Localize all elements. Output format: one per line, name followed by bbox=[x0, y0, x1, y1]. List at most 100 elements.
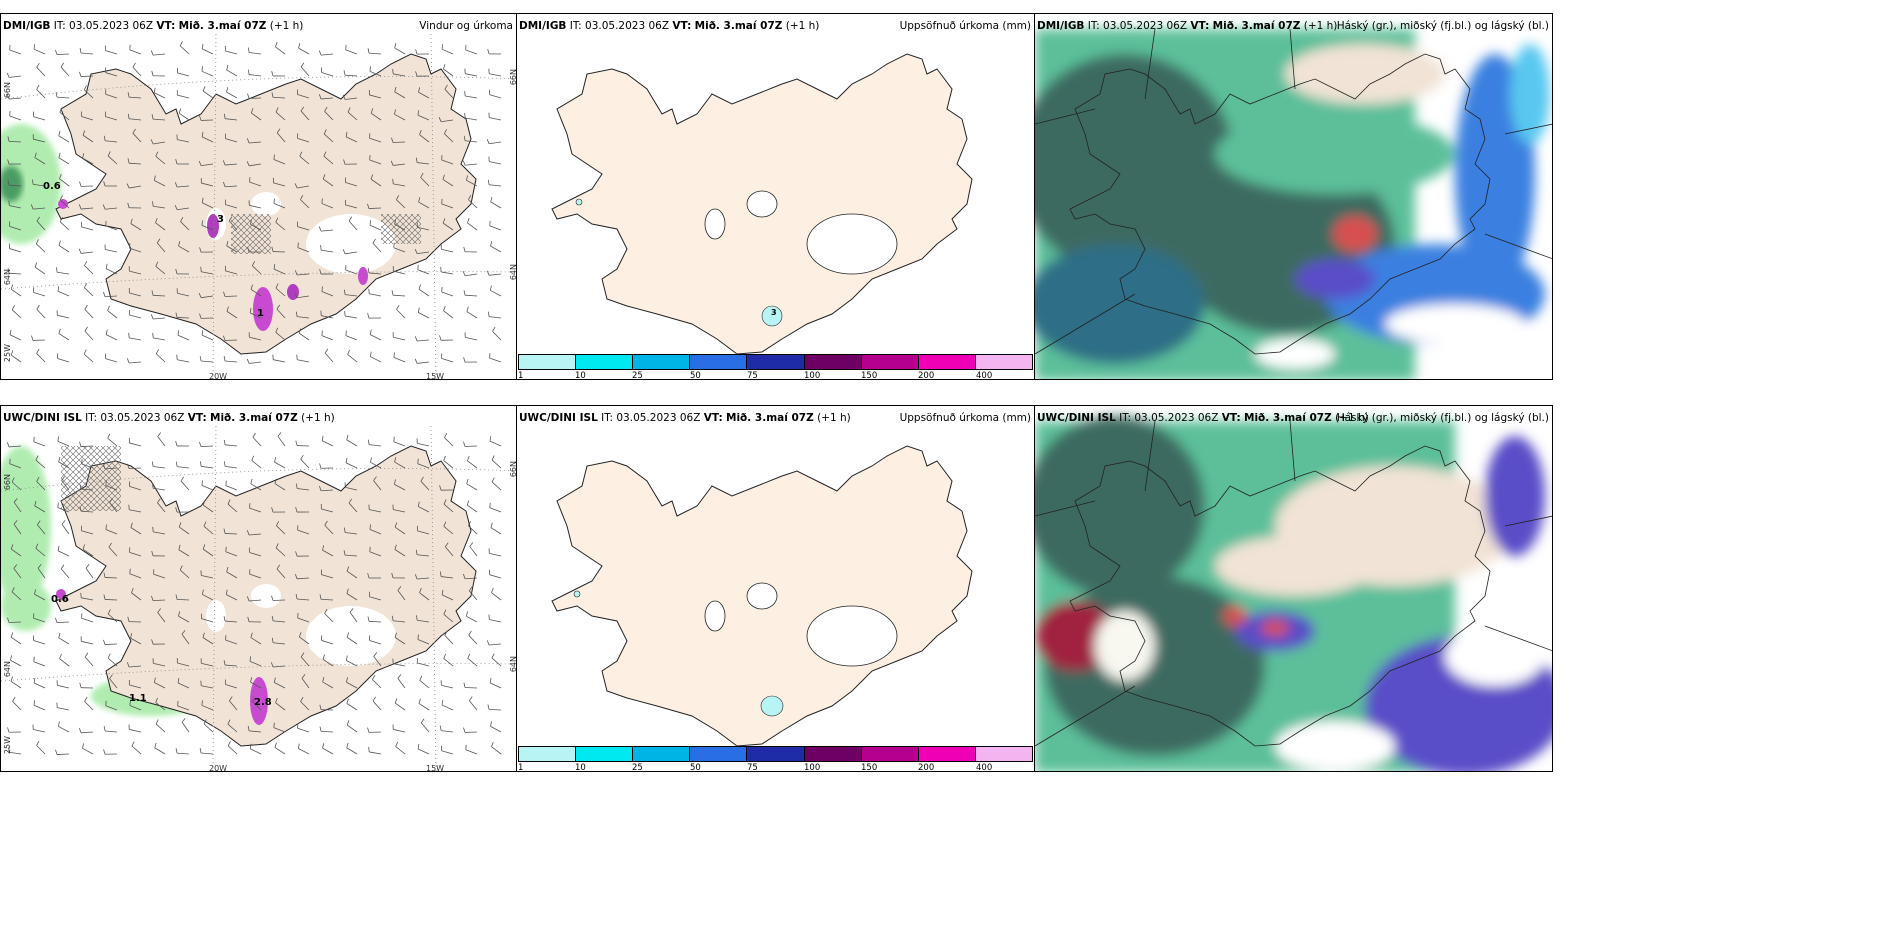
wind-barb-flag bbox=[126, 662, 130, 668]
wind-barb-flag bbox=[275, 283, 279, 289]
wind-barb-flag bbox=[370, 108, 374, 114]
wind-barb-flag bbox=[250, 677, 253, 683]
wind-barb-flag bbox=[345, 330, 347, 336]
wind-barb bbox=[465, 163, 478, 166]
wind-barb bbox=[56, 621, 70, 623]
wind-barb bbox=[81, 597, 94, 601]
wind-barb bbox=[273, 182, 286, 187]
wind-barb-flag bbox=[491, 741, 494, 747]
wind-barb-flag bbox=[372, 675, 376, 680]
lat-label-66n-right: 66N bbox=[509, 461, 517, 478]
wind-barb bbox=[249, 204, 262, 209]
wind-barb bbox=[346, 570, 358, 579]
colorbar-bin bbox=[576, 747, 634, 761]
wind-barb bbox=[370, 178, 382, 187]
wind-barb bbox=[9, 75, 22, 78]
wind-barb bbox=[417, 554, 430, 557]
wind-barb-flag bbox=[82, 153, 85, 159]
wind-barb bbox=[324, 352, 334, 363]
wind-barb-flag bbox=[442, 174, 445, 180]
wind-barb-flag bbox=[367, 313, 370, 319]
wind-barb-flag bbox=[275, 107, 279, 113]
wind-barb-flag bbox=[58, 152, 61, 158]
wind-barb bbox=[176, 598, 190, 601]
wind-barb-flag bbox=[417, 744, 420, 750]
wind-barb bbox=[490, 290, 502, 297]
wind-barb bbox=[57, 358, 70, 363]
wind-barb bbox=[441, 248, 454, 253]
wind-barb bbox=[252, 436, 262, 447]
wind-barb bbox=[105, 140, 118, 143]
wind-barb-flag bbox=[394, 522, 398, 528]
wind-barb-flag bbox=[33, 677, 36, 684]
wind-barb-flag bbox=[34, 262, 38, 268]
wind-barb-flag bbox=[79, 48, 82, 54]
wind-barb bbox=[417, 226, 430, 231]
wind-barb-flag bbox=[319, 269, 322, 275]
wind-barb-flag bbox=[276, 304, 280, 310]
wind-barb-flag bbox=[469, 542, 474, 547]
wind-barb bbox=[10, 288, 22, 297]
wind-barb bbox=[444, 88, 454, 99]
wind-barb bbox=[465, 49, 478, 55]
wind-barb bbox=[324, 524, 334, 535]
wind-barb-flag bbox=[318, 94, 322, 100]
lon-label-15w: 15W bbox=[426, 372, 445, 380]
wind-barb bbox=[33, 138, 46, 143]
wind-barb bbox=[105, 93, 118, 99]
wind-barb-flag bbox=[297, 242, 299, 248]
wind-barb-flag bbox=[439, 485, 442, 491]
map-wind-precip bbox=[1, 406, 516, 771]
wind-barb bbox=[320, 489, 334, 492]
wind-barb-flag bbox=[34, 500, 37, 506]
wind-barb bbox=[369, 551, 382, 557]
wind-barb-flag bbox=[103, 749, 106, 755]
wind-barb bbox=[201, 618, 214, 623]
wind-barb bbox=[394, 549, 406, 557]
wind-barb bbox=[129, 509, 142, 513]
colorbar-tick: 400 bbox=[976, 371, 993, 380]
wind-barb bbox=[180, 221, 190, 231]
wind-barb-flag bbox=[320, 245, 322, 251]
wind-barb-flag bbox=[79, 441, 82, 447]
colorbar-bin bbox=[519, 747, 577, 761]
wind-barb bbox=[226, 594, 238, 601]
wind-barb-flag bbox=[468, 521, 472, 526]
wind-barb-flag bbox=[271, 71, 274, 77]
wind-barb-flag bbox=[102, 204, 106, 210]
wind-barb bbox=[370, 112, 382, 121]
wind-barb-flag bbox=[201, 330, 204, 336]
wind-barb-flag bbox=[103, 594, 106, 600]
init-time: 03.05.2023 06Z bbox=[69, 20, 154, 32]
wind-barb-flag bbox=[275, 217, 279, 223]
wind-barb bbox=[321, 574, 334, 579]
wind-barb-flag bbox=[36, 476, 40, 482]
wind-barb bbox=[249, 660, 262, 667]
wind-barb-flag bbox=[178, 544, 181, 550]
wind-barb bbox=[9, 205, 22, 209]
wind-barb-flag bbox=[247, 725, 250, 731]
wind-barb-flag bbox=[156, 238, 161, 244]
wind-barb-flag bbox=[490, 522, 493, 528]
wind-barb bbox=[249, 533, 262, 536]
wind-barb-flag bbox=[247, 93, 250, 99]
wind-barb-flag bbox=[55, 749, 58, 755]
wind-barb-flag bbox=[126, 358, 130, 364]
wind-barb-flag bbox=[228, 216, 233, 222]
wind-barb bbox=[441, 271, 454, 275]
wind-barb bbox=[57, 314, 70, 319]
wind-barb bbox=[13, 568, 22, 579]
wind-barb bbox=[372, 700, 382, 711]
wind-barb-flag bbox=[175, 594, 178, 600]
wind-barb-flag bbox=[227, 499, 231, 505]
wind-barb bbox=[297, 316, 310, 319]
wind-barb-flag bbox=[155, 697, 159, 703]
wind-barb-flag bbox=[394, 43, 397, 49]
wind-barb bbox=[273, 359, 286, 363]
wind-barb-flag bbox=[391, 290, 394, 296]
wind-barb-flag bbox=[57, 502, 59, 508]
wind-barb-flag bbox=[321, 198, 323, 204]
wind-barb bbox=[394, 483, 406, 491]
wind-barb bbox=[9, 115, 22, 121]
wind-barb bbox=[345, 335, 358, 341]
